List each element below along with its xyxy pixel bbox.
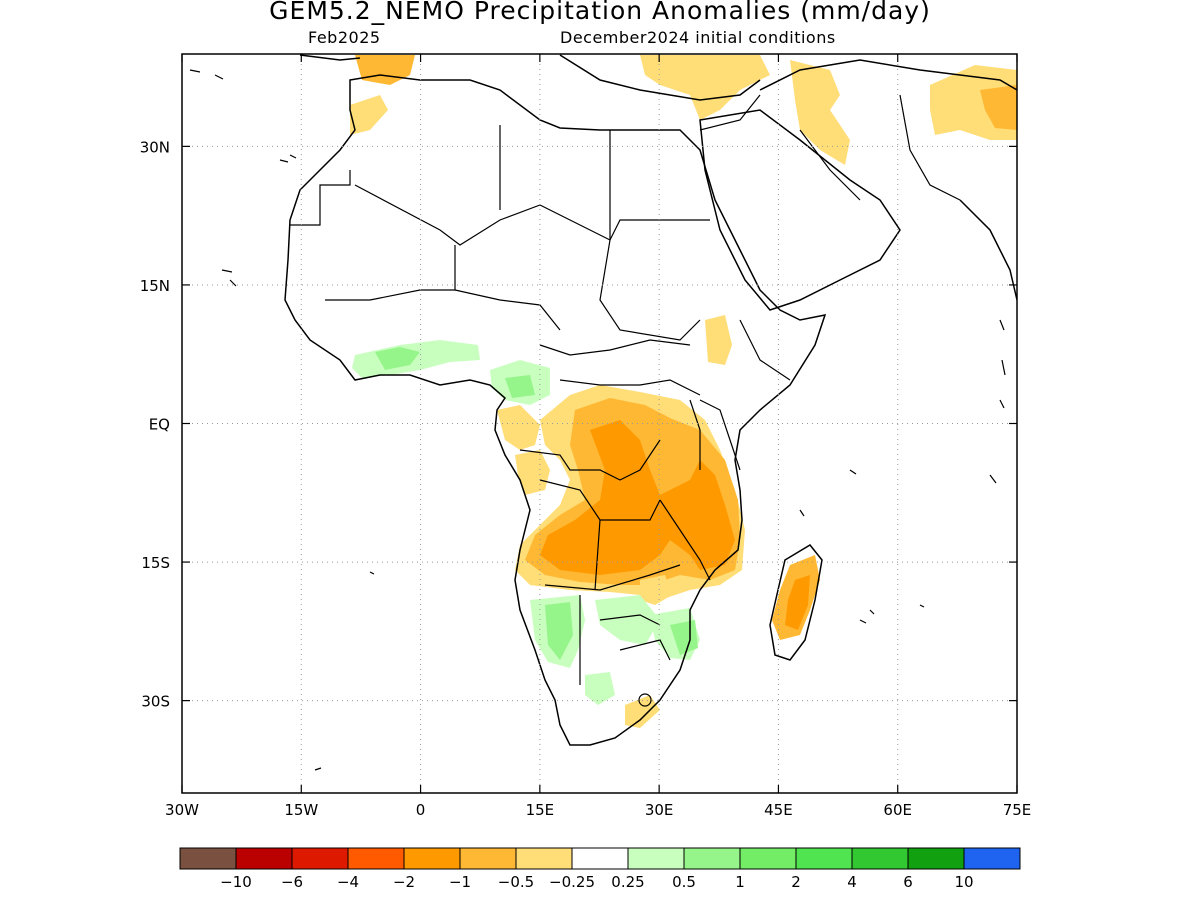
country-borders [290, 94, 961, 685]
anomaly-shading [350, 55, 1017, 728]
legend-label: −0.25 [549, 873, 595, 891]
forecast-period: Feb2025 [308, 28, 381, 47]
lon-label: 75E [1003, 801, 1032, 819]
wet-anomaly-mozambique-core [670, 620, 698, 655]
legend-swatch [627, 847, 685, 870]
dry-anomaly-turkey [640, 55, 770, 120]
europe-coastline [299, 54, 761, 101]
lon-label: 15E [526, 801, 555, 819]
legend-swatch [179, 847, 237, 870]
africa-coastline [284, 74, 827, 746]
dry-anomaly-madagascar-core [785, 575, 810, 630]
lat-label: EQ [149, 416, 170, 434]
lon-label: 60E [883, 801, 912, 819]
dry-anomaly-angola-coast [515, 450, 550, 495]
wet-anomaly-south-africa [585, 672, 615, 705]
legend-swatch [571, 847, 629, 870]
legend-swatch [235, 847, 293, 870]
legend-label: −10 [220, 873, 252, 891]
legend-label: −2 [393, 873, 415, 891]
lat-label: 30S [141, 693, 170, 711]
islands [189, 69, 1006, 771]
legend-swatch [683, 847, 741, 870]
dry-anomaly-strong [540, 420, 735, 575]
madagascar-coastline [769, 544, 823, 661]
dry-anomaly-pakistan-core [980, 85, 1017, 130]
dry-anomaly-zimbabwe [640, 575, 672, 605]
legend-swatch [795, 847, 853, 870]
legend-label: 1 [735, 873, 745, 891]
legend-label: 2 [791, 873, 801, 891]
wet-anomaly-gulf-of-guinea [352, 340, 480, 378]
dry-anomaly-west-coast [497, 405, 540, 450]
dry-anomaly-north-morocco [355, 55, 415, 85]
color-legend: −10 −6 −4 −2 −1 −0.5 −0.25 0.25 0.5 1 2 4 6 10 [179, 847, 1021, 891]
dry-anomaly-horn [705, 315, 732, 365]
coastlines [284, 54, 1017, 746]
wet-anomaly-botswana [595, 595, 660, 645]
legend-label: 4 [847, 873, 857, 891]
legend-label: 0.5 [672, 873, 696, 891]
dry-anomaly-atlas [350, 95, 388, 135]
legend-swatch [347, 847, 405, 870]
dry-anomaly-south-africa [625, 695, 660, 728]
lon-label: 45E [764, 801, 793, 819]
legend-swatch [963, 847, 1021, 870]
lon-label: 15W [284, 801, 318, 819]
legend-swatch [907, 847, 965, 870]
legend-label: −6 [281, 873, 303, 891]
india-coastline [959, 199, 1017, 301]
axes: 30W 15W 0 15E 30E 45E 60E 75E 30N 15N EQ 15S 30S [140, 54, 1032, 819]
legend-label: 0.25 [611, 873, 644, 891]
lon-label: 0 [416, 801, 426, 819]
wet-anomaly-gulf-of-guinea-core [375, 347, 420, 370]
map-title: GEM5.2_NEMO Precipitation Anomalies (mm/… [269, 0, 931, 25]
lat-label: 15S [141, 554, 170, 572]
legend-label: −1 [449, 873, 471, 891]
arabia-coastline [699, 109, 901, 311]
legend-label: −0.5 [498, 873, 534, 891]
wet-anomaly-namibia-core [545, 602, 573, 660]
lon-label: 30E [645, 801, 674, 819]
graticule [182, 54, 1017, 793]
legend-swatch [739, 847, 797, 870]
legend-swatch [459, 847, 517, 870]
lon-label: 30W [165, 801, 199, 819]
legend-label: 6 [903, 873, 913, 891]
lat-label: 15N [140, 277, 170, 295]
legend-label: 10 [954, 873, 973, 891]
legend-swatch [291, 847, 349, 870]
wet-anomaly-cameroon-core [505, 375, 535, 398]
initial-conditions: December2024 initial conditions [560, 28, 836, 47]
lat-label: 30N [140, 138, 170, 156]
legend-swatch [515, 847, 573, 870]
dry-anomaly-iran [790, 60, 850, 165]
legend-label: −4 [337, 873, 359, 891]
legend-swatch [851, 847, 909, 870]
legend-swatch [403, 847, 461, 870]
asia-coastline [759, 59, 1017, 91]
